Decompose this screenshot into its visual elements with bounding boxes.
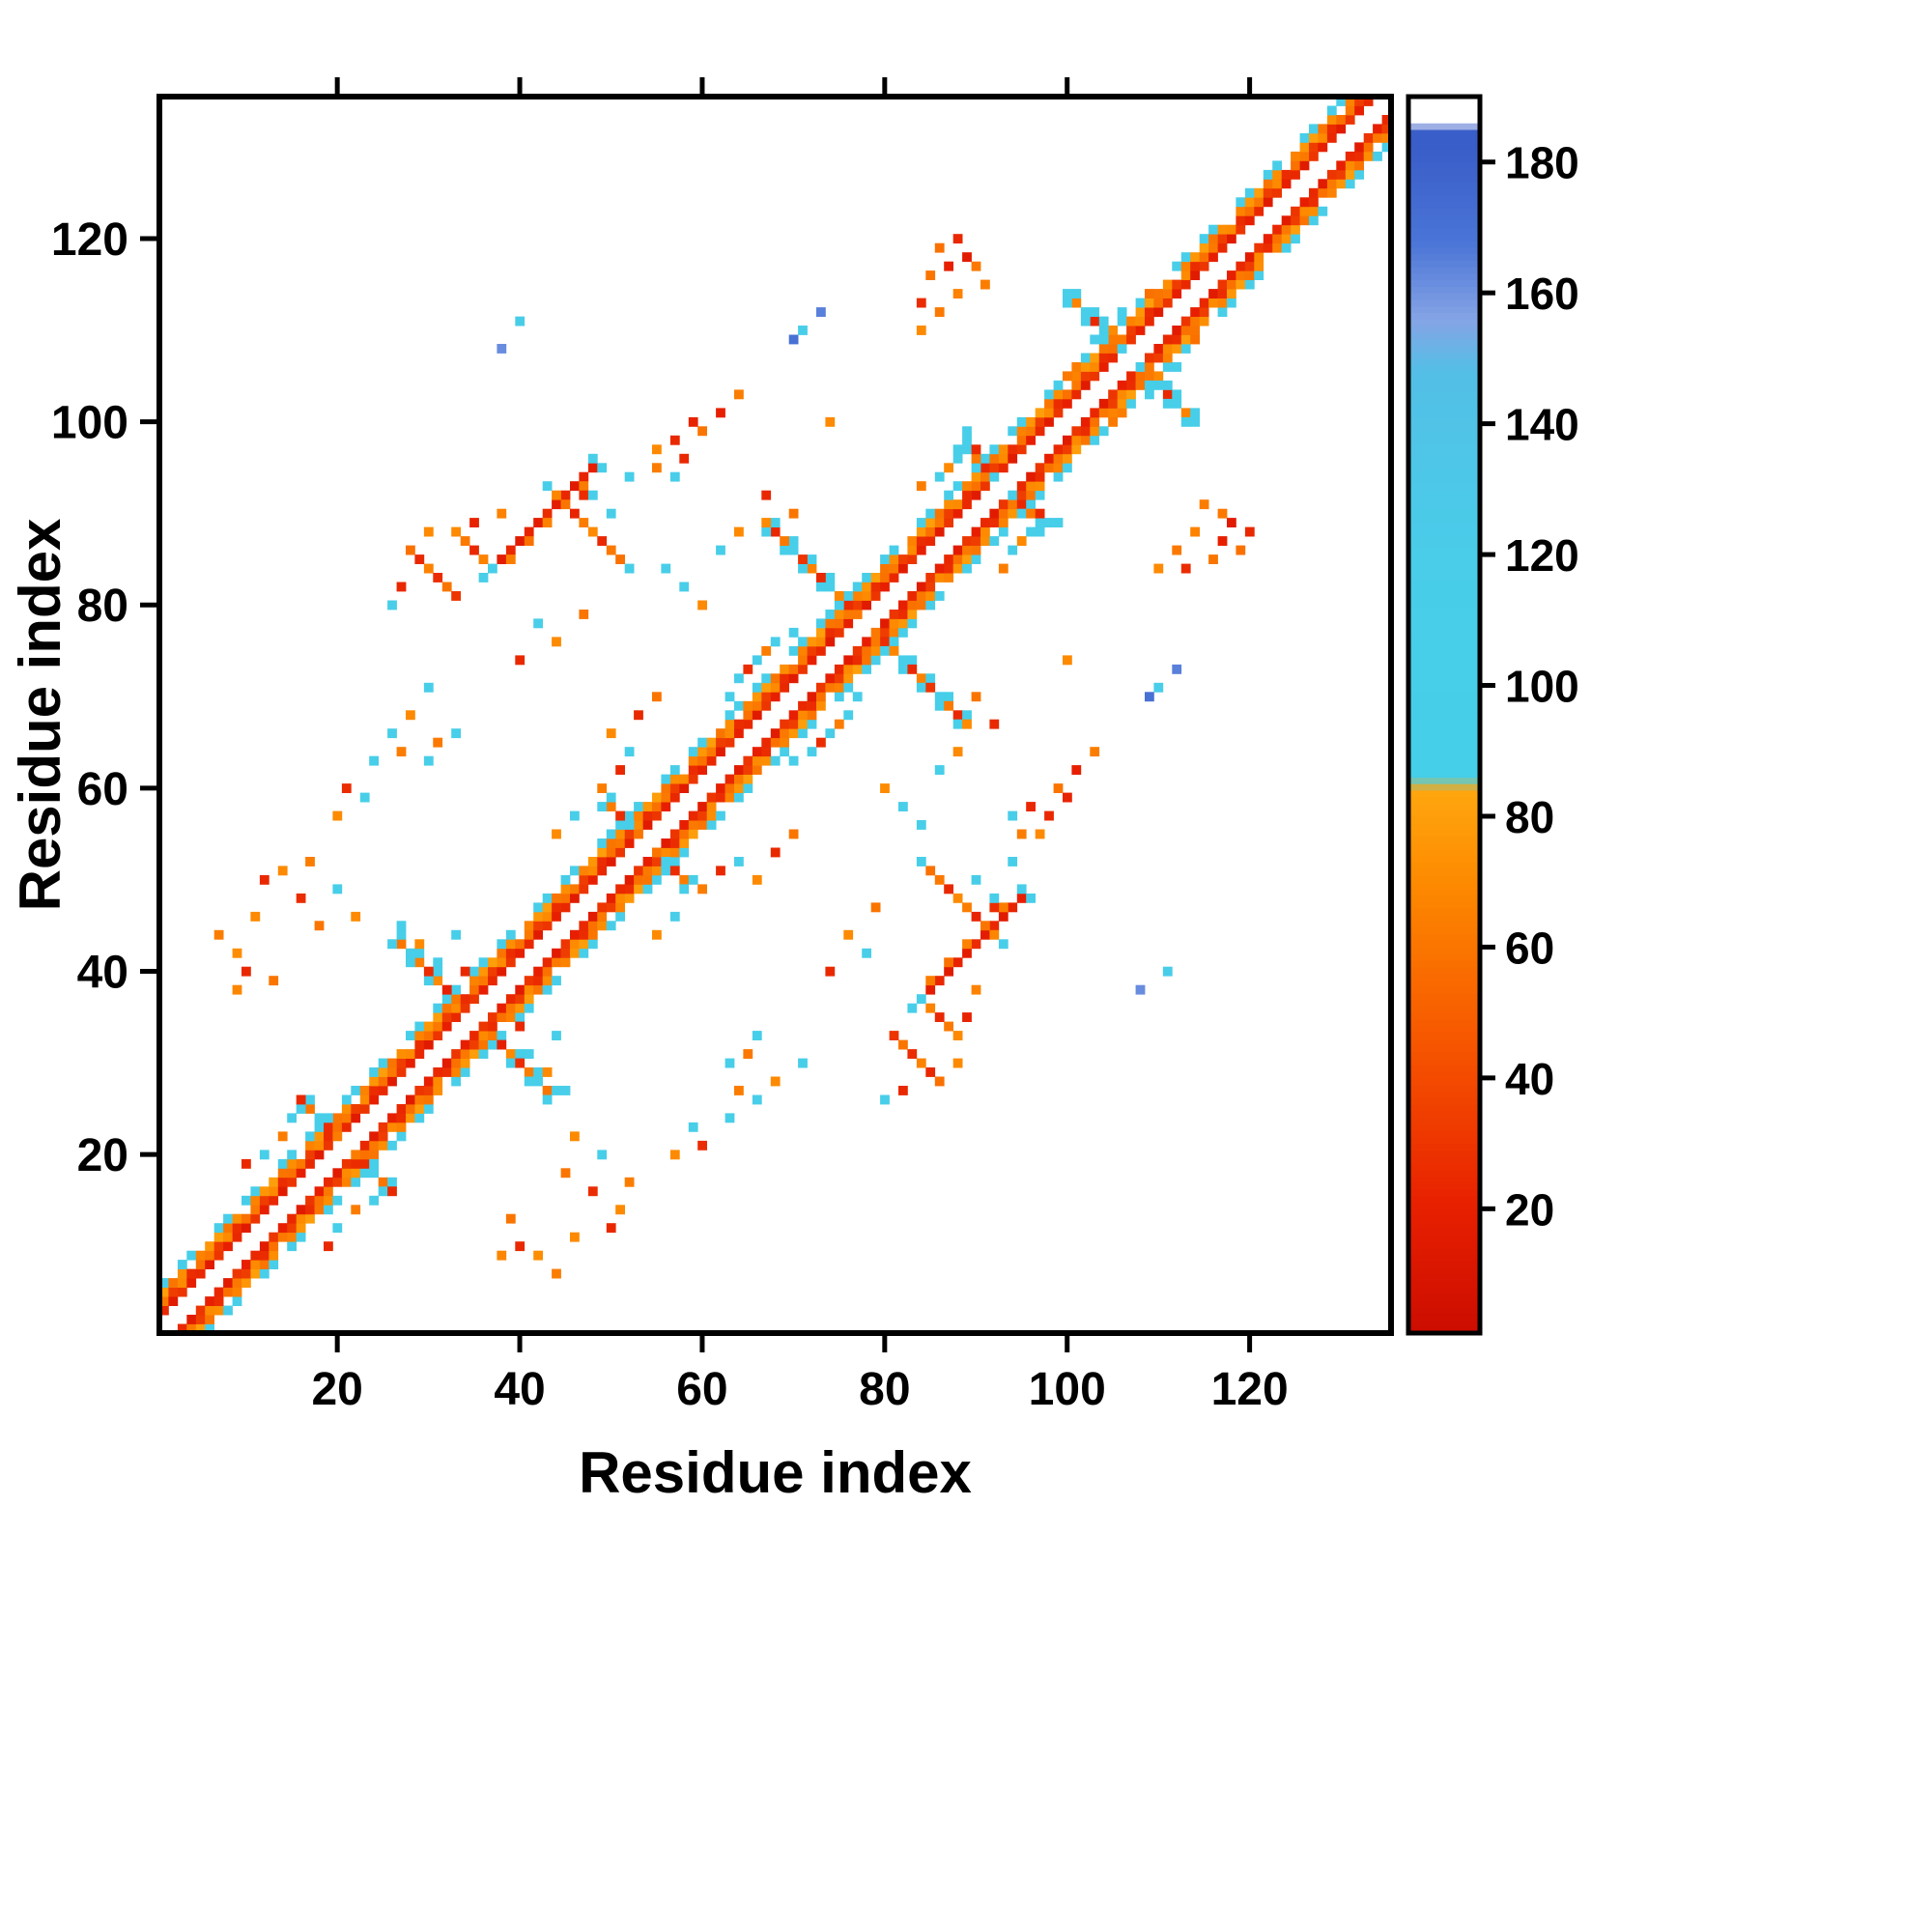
colorbar-tick-label: 60 [1505, 923, 1554, 973]
heatmap-cells [159, 97, 1392, 1334]
x-tick-label: 40 [494, 1364, 545, 1415]
colorbar-border [1406, 94, 1483, 1336]
plot-border [156, 94, 1394, 1336]
y-tick-label: 40 [77, 947, 128, 998]
y-tick-label: 120 [51, 214, 128, 266]
colorbar-tick-label: 180 [1505, 138, 1579, 188]
axes: 20 40 60 80 100 120 20 40 60 80 100 120 [51, 77, 1289, 1415]
y-tick-label: 80 [77, 581, 128, 632]
x-tick-label: 60 [676, 1364, 727, 1415]
colorbar-tick-label: 80 [1505, 792, 1554, 842]
colorbar-tick-label: 140 [1505, 400, 1579, 450]
colorbar-tick-label: 160 [1505, 269, 1579, 319]
colorbar-tick-label: 20 [1505, 1184, 1554, 1235]
x-tick-label: 80 [859, 1364, 910, 1415]
x-tick-label: 20 [311, 1364, 362, 1415]
y-tick-label: 60 [77, 764, 128, 815]
y-tick-label: 100 [51, 398, 128, 449]
x-axis-label: Residue index [579, 1440, 972, 1505]
colorbar-tick-label: 100 [1505, 662, 1579, 712]
colorbar-tick-label: 40 [1505, 1054, 1554, 1104]
x-tick-label: 120 [1211, 1364, 1289, 1415]
x-tick-label: 100 [1029, 1364, 1106, 1415]
y-axis-label: Residue index [8, 519, 72, 912]
colorbar: 20 40 60 80 100 120 140 160 180 [1406, 94, 1579, 1336]
y-tick-label: 20 [77, 1130, 128, 1181]
colorbar-tick-label: 120 [1505, 530, 1579, 581]
